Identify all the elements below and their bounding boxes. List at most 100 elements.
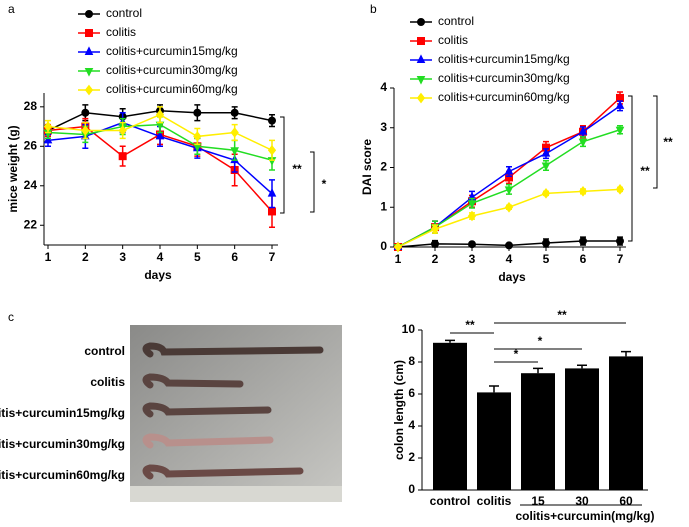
- bar: [565, 368, 599, 490]
- bar: [477, 392, 511, 490]
- x-tick-label: 3: [469, 252, 476, 266]
- y-tick-label: 26: [24, 138, 38, 152]
- legend-label: colitis+curcumin30mg/kg: [438, 71, 570, 85]
- marker: [504, 165, 514, 175]
- significance-bracket: [310, 151, 315, 213]
- annotation: **: [465, 318, 475, 332]
- y-tick-label: 0: [408, 482, 415, 496]
- marker: [430, 223, 440, 235]
- bar: [609, 356, 643, 490]
- x-tick-label: colitis: [477, 494, 512, 508]
- marker: [43, 134, 53, 144]
- y-tick-label: 2: [408, 450, 415, 464]
- marker: [578, 126, 588, 135]
- marker: [578, 186, 588, 197]
- significance-bracket: [653, 95, 658, 189]
- marker: [417, 37, 425, 45]
- x-tick-label: 15: [531, 494, 545, 508]
- marker: [81, 125, 90, 136]
- y-axis-label: DAI score: [360, 139, 374, 195]
- y-tick-label: 0: [380, 239, 387, 253]
- bar: [433, 342, 467, 490]
- significance-bracket: [628, 95, 633, 242]
- legend-label: control: [106, 6, 142, 20]
- marker: [417, 18, 425, 26]
- marker: [118, 125, 127, 136]
- x-tick-label: 60: [619, 494, 633, 508]
- legend-label: control: [438, 14, 474, 28]
- marker: [43, 121, 53, 132]
- annotation: **: [557, 308, 567, 322]
- marker: [541, 147, 551, 157]
- y-tick-label: 3: [380, 120, 387, 134]
- marker: [84, 46, 94, 55]
- marker: [431, 239, 439, 248]
- marker: [85, 29, 93, 37]
- y-tick-label: 4: [408, 418, 415, 432]
- marker: [416, 92, 426, 104]
- x-tick-label: 5: [543, 252, 550, 266]
- x-tick-label: 6: [231, 250, 238, 264]
- photo-label: colitis+curcumin15mg/kg: [0, 406, 125, 420]
- marker: [267, 144, 277, 156]
- marker: [85, 10, 93, 18]
- x-axis-label: days: [144, 268, 172, 282]
- photo-label: control: [84, 344, 125, 358]
- annotation: **: [292, 162, 302, 176]
- marker: [84, 84, 94, 96]
- error-bar: [445, 339, 455, 343]
- x-axis-label: days: [498, 270, 526, 284]
- photo-label: colitis: [90, 375, 125, 389]
- legend-label: colitis: [438, 33, 468, 47]
- marker: [541, 162, 551, 172]
- error-bar: [577, 364, 587, 369]
- y-tick-label: 10: [402, 322, 416, 336]
- marker: [230, 147, 239, 156]
- y-axis-label: mice weight (g): [6, 125, 20, 212]
- panel-label: a: [8, 2, 15, 16]
- legend-label: colitis+curcumin15mg/kg: [438, 52, 570, 66]
- y-tick-label: 24: [24, 178, 38, 192]
- x-tick-label: 2: [432, 252, 439, 266]
- x-tick-label: 7: [617, 252, 624, 266]
- marker: [579, 237, 587, 246]
- y-tick-label: 1: [380, 199, 387, 213]
- group-label: colitis+curcumin(mg/kg): [515, 509, 654, 523]
- annotation: *: [538, 334, 543, 348]
- marker: [230, 127, 239, 138]
- marker: [118, 152, 127, 161]
- marker: [504, 186, 514, 195]
- marker: [193, 131, 202, 142]
- y-tick-label: 2: [380, 160, 387, 174]
- annotation: *: [514, 347, 519, 361]
- photo-label: colitis+curcumin30mg/kg: [0, 437, 125, 451]
- marker: [504, 201, 514, 213]
- bar: [521, 373, 555, 490]
- legend-label: colitis+curcumin60mg/kg: [106, 82, 238, 96]
- panel-label: c: [8, 310, 14, 324]
- y-tick-label: 28: [24, 99, 38, 113]
- marker: [615, 184, 625, 195]
- error-bar: [489, 385, 499, 393]
- x-tick-label: control: [430, 494, 471, 508]
- x-tick-label: 5: [194, 250, 201, 264]
- y-tick-label: 4: [380, 80, 387, 94]
- marker: [268, 116, 276, 125]
- y-tick-label: 8: [408, 354, 415, 368]
- x-tick-label: 4: [506, 252, 513, 266]
- marker: [155, 130, 165, 140]
- marker: [81, 108, 90, 117]
- legend-label: colitis: [106, 25, 136, 39]
- y-tick-label: 22: [24, 217, 38, 231]
- panel-label: b: [370, 2, 377, 16]
- photo-label: colitis+curcumin60mg/kg: [0, 468, 125, 482]
- marker: [416, 76, 426, 85]
- y-tick-label: 6: [408, 386, 415, 400]
- marker: [616, 237, 624, 246]
- marker: [467, 200, 477, 209]
- marker: [615, 100, 625, 109]
- annotation: *: [322, 177, 327, 191]
- marker: [416, 54, 426, 63]
- marker: [542, 239, 550, 248]
